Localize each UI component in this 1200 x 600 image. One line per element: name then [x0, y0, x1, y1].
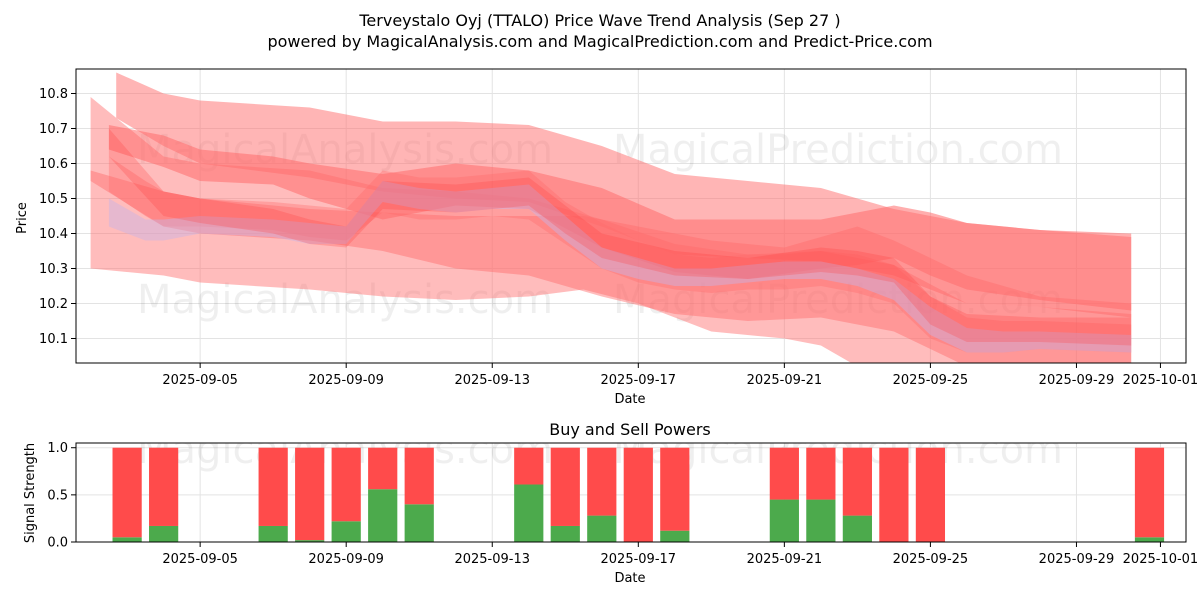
- buy-bar: [331, 521, 361, 542]
- wave-band: [90, 170, 1132, 363]
- price-x-axis-label: Date: [614, 392, 645, 407]
- price-plot-frame: [75, 68, 1187, 364]
- signal-plot-frame: [75, 442, 1187, 543]
- buy-bar: [295, 540, 325, 542]
- sell-bar: [879, 447, 909, 542]
- signal-y-axis-label: Signal Strength: [23, 443, 38, 543]
- price-x-tick-label: 2025-09-17: [601, 373, 677, 388]
- sell-bar: [550, 447, 580, 526]
- bar-chart-title: Buy and Sell Powers: [549, 420, 711, 439]
- signal-y-tick-label: 1.0: [47, 441, 68, 456]
- signal-x-tick-label: 2025-09-13: [454, 552, 530, 567]
- sell-bar: [368, 447, 398, 490]
- price-x-tick-label: 2025-09-25: [893, 373, 969, 388]
- signal-x-tick-label: 2025-10-01: [1123, 552, 1199, 567]
- price-watermark: MagicalAnalysis.com: [137, 277, 553, 323]
- sell-bar: [514, 447, 544, 485]
- price-x-tick-label: 2025-09-05: [162, 373, 238, 388]
- buy-bar: [368, 489, 398, 542]
- price-y-tick-label: 10.4: [39, 227, 68, 242]
- signal-x-axis-label: Date: [614, 571, 645, 586]
- buy-bar: [842, 515, 872, 542]
- buy-bar: [587, 515, 617, 542]
- sell-bar: [769, 447, 799, 500]
- buy-bar: [1134, 537, 1165, 542]
- price-x-tick-label: 2025-09-09: [308, 373, 384, 388]
- sell-bar: [623, 447, 653, 542]
- buy-bar: [769, 499, 799, 542]
- buy-bar: [514, 484, 544, 542]
- sell-bar: [404, 447, 434, 505]
- sell-bar: [587, 447, 617, 516]
- sell-bar: [331, 447, 361, 522]
- price-y-tick-label: 10.8: [39, 87, 68, 102]
- wave-band: [108, 156, 1132, 353]
- signal-x-tick-label: 2025-09-29: [1039, 552, 1115, 567]
- price-plot-area: MagicalAnalysis.com MagicalPrediction.com…: [76, 69, 1186, 363]
- buy-bar: [806, 499, 836, 542]
- wave-band: [108, 125, 1132, 311]
- signal-y-tick-label: 0.5: [47, 488, 68, 503]
- sell-bar: [842, 447, 872, 516]
- sell-bar: [915, 447, 946, 542]
- buy-bar: [112, 537, 142, 542]
- price-y-axis-label: Price: [15, 202, 30, 234]
- buy-bar: [149, 525, 179, 542]
- price-x-tick-label: 2025-09-29: [1039, 373, 1115, 388]
- wave-band: [108, 181, 1132, 353]
- signal-x-tick-label: 2025-09-09: [308, 552, 384, 567]
- signal-x-tick-label: 2025-09-05: [162, 552, 238, 567]
- sell-bar: [806, 447, 836, 500]
- buy-bar: [404, 504, 434, 542]
- buy-bar: [258, 525, 288, 542]
- price-y-tick-label: 10.1: [39, 332, 68, 347]
- sell-bar: [1134, 447, 1165, 538]
- price-y-tick-label: 10.3: [39, 262, 68, 277]
- signal-x-tick-label: 2025-09-21: [747, 552, 823, 567]
- price-x-tick-label: 2025-10-01: [1123, 373, 1199, 388]
- signal-x-tick-label: 2025-09-17: [601, 552, 677, 567]
- buy-bar: [660, 530, 690, 542]
- price-y-tick-label: 10.7: [39, 122, 68, 137]
- signal-y-tick-label: 0.0: [47, 536, 68, 551]
- price-x-tick-label: 2025-09-21: [747, 373, 823, 388]
- chart-subtitle: powered by MagicalAnalysis.com and Magic…: [267, 32, 932, 51]
- price-watermark: MagicalPrediction.com: [613, 127, 1063, 173]
- sell-bar: [258, 447, 288, 526]
- sell-bar: [660, 447, 690, 531]
- sell-bar: [149, 447, 179, 526]
- signal-x-tick-label: 2025-09-25: [893, 552, 969, 567]
- price-x-tick-label: 2025-09-13: [454, 373, 530, 388]
- price-y-tick-label: 10.6: [39, 157, 68, 172]
- wave-band: [108, 128, 1132, 346]
- price-y-tick-label: 10.5: [39, 192, 68, 207]
- chart-title: Terveystalo Oyj (TTALO) Price Wave Trend…: [358, 11, 840, 30]
- sell-bar: [112, 447, 142, 538]
- price-y-tick-label: 10.2: [39, 297, 68, 312]
- sell-bar: [295, 447, 325, 541]
- buy-bar: [550, 525, 580, 542]
